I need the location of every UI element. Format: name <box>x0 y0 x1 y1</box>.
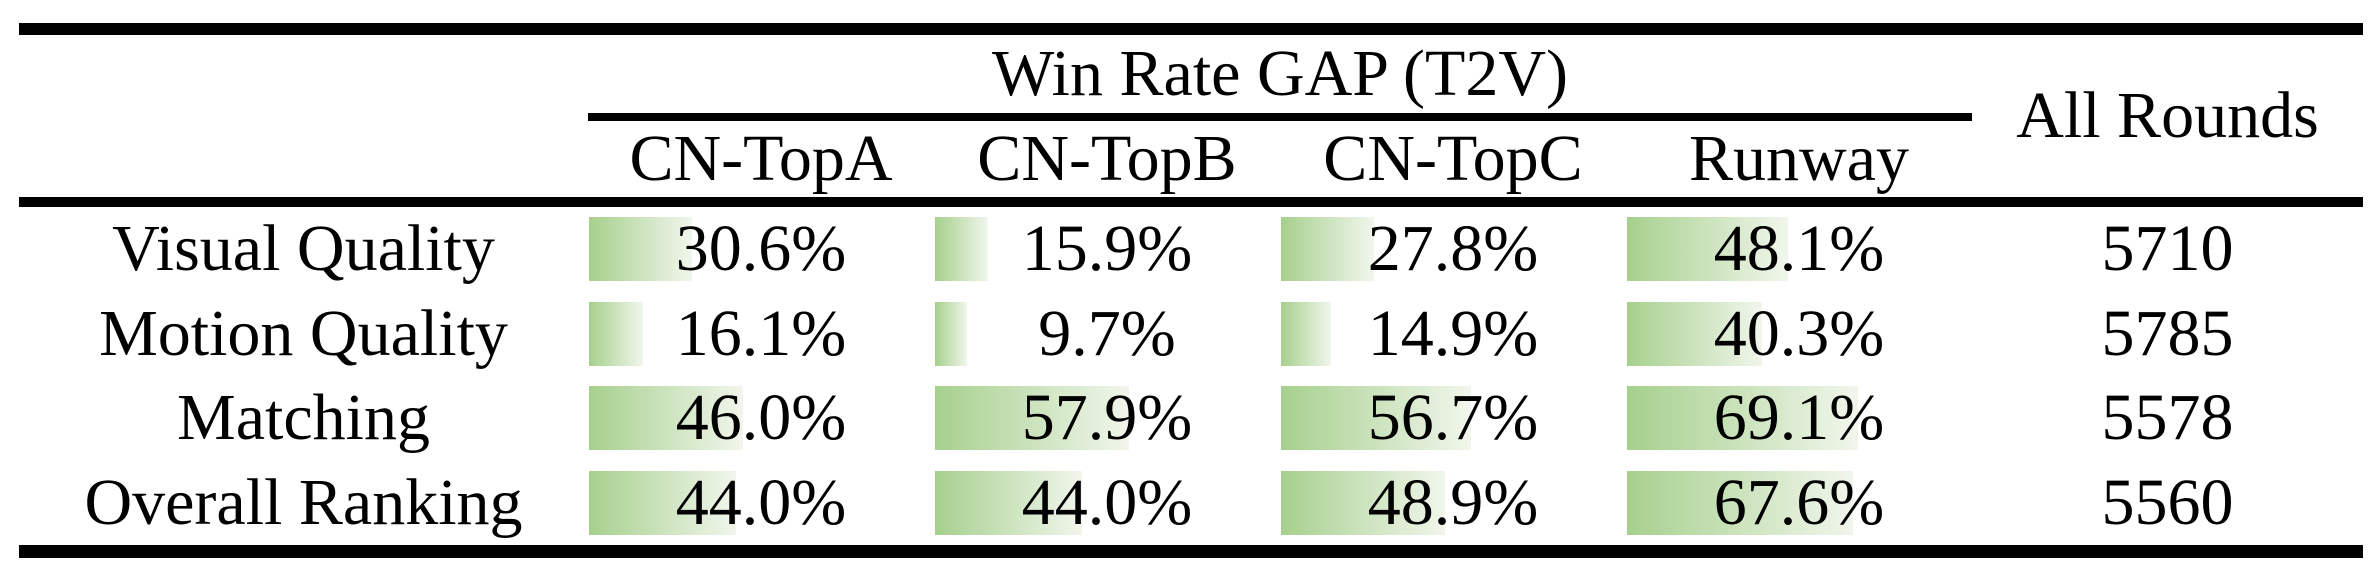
cell-value: 46.0% <box>675 381 847 455</box>
cell-overall-ranking-cn-topa: 44.0% <box>588 461 934 546</box>
data-bar <box>935 470 1083 535</box>
cell-value: 48.1% <box>1713 212 1885 286</box>
cell-value: 9.7% <box>1038 296 1176 370</box>
cell-value: 16.1% <box>675 296 847 370</box>
table-body: Visual Quality 30.6% 15.9% 27.8% 48.1% 5… <box>19 207 2363 545</box>
top-rule <box>19 23 2363 35</box>
data-bar <box>1281 386 1471 451</box>
data-bar <box>589 301 643 366</box>
data-bar <box>935 386 1129 451</box>
cell-visual-quality-cn-topa: 30.6% <box>588 207 934 292</box>
cell-value: 56.7% <box>1367 381 1539 455</box>
cell-matching-cn-topb: 57.9% <box>934 376 1280 461</box>
row-label-visual-quality: Visual Quality <box>112 212 495 286</box>
cell-value: 14.9% <box>1367 296 1539 370</box>
cell-visual-quality-cn-topc: 27.8% <box>1280 207 1626 292</box>
cell-value: 27.8% <box>1367 212 1539 286</box>
column-header-cn-topa: CN-TopA <box>629 122 893 195</box>
data-bar <box>935 217 989 282</box>
cell-value: 15.9% <box>1021 212 1193 286</box>
cell-motion-quality-runway: 40.3% <box>1626 292 1972 377</box>
data-bar <box>589 217 692 282</box>
bottom-rule <box>19 545 2363 558</box>
table-header: Win Rate GAP (T2V) All Rounds CN-TopA CN… <box>19 35 2363 197</box>
cell-matching-all-rounds: 5578 <box>2101 381 2234 455</box>
cell-overall-ranking-all-rounds: 5560 <box>2101 465 2234 539</box>
cell-motion-quality-cn-topa: 16.1% <box>588 292 934 377</box>
cell-motion-quality-cn-topb: 9.7% <box>934 292 1280 377</box>
header-body-rule <box>19 197 2363 207</box>
win-rate-gap-table: Win Rate GAP (T2V) All Rounds CN-TopA CN… <box>19 23 2363 558</box>
data-bar <box>1281 301 1331 366</box>
cell-matching-cn-topc: 56.7% <box>1280 376 1626 461</box>
group-underline-rule <box>588 113 1972 121</box>
data-bar <box>1627 217 1789 282</box>
cell-value: 44.0% <box>675 465 847 539</box>
data-bar <box>935 301 968 366</box>
cell-motion-quality-cn-topc: 14.9% <box>1280 292 1626 377</box>
data-bar <box>1627 301 1762 366</box>
cell-visual-quality-cn-topb: 15.9% <box>934 207 1280 292</box>
cell-value: 48.9% <box>1367 465 1539 539</box>
data-bar <box>1281 217 1375 282</box>
cell-overall-ranking-runway: 67.6% <box>1626 461 1972 546</box>
cell-visual-quality-runway: 48.1% <box>1626 207 1972 292</box>
cell-matching-runway: 69.1% <box>1626 376 1972 461</box>
row-label-overall-ranking: Overall Ranking <box>84 465 523 539</box>
data-bar <box>1281 470 1445 535</box>
row-label-matching: Matching <box>177 381 430 455</box>
column-header-runway: Runway <box>1689 122 1909 195</box>
column-header-cn-topb: CN-TopB <box>977 122 1237 195</box>
cell-value: 40.3% <box>1713 296 1885 370</box>
cell-overall-ranking-cn-topb: 44.0% <box>934 461 1280 546</box>
data-bar <box>589 386 744 451</box>
cell-visual-quality-all-rounds: 5710 <box>2101 212 2234 286</box>
cell-value: 69.1% <box>1713 381 1885 455</box>
column-header-cn-topc: CN-TopC <box>1323 122 1583 195</box>
cell-value: 44.0% <box>1021 465 1193 539</box>
cell-value: 30.6% <box>675 212 847 286</box>
data-bar <box>589 470 737 535</box>
cell-matching-cn-topa: 46.0% <box>588 376 934 461</box>
data-bar <box>1627 470 1854 535</box>
group-header: Win Rate GAP (T2V) <box>992 37 1568 110</box>
cell-overall-ranking-cn-topc: 48.9% <box>1280 461 1626 546</box>
cell-value: 57.9% <box>1021 381 1193 455</box>
row-label-motion-quality: Motion Quality <box>99 296 508 370</box>
empty-corner-cell <box>19 35 588 197</box>
cell-motion-quality-all-rounds: 5785 <box>2101 296 2234 370</box>
data-bar <box>1627 386 1859 451</box>
cell-value: 67.6% <box>1713 465 1885 539</box>
all-rounds-header: All Rounds <box>2016 79 2319 152</box>
